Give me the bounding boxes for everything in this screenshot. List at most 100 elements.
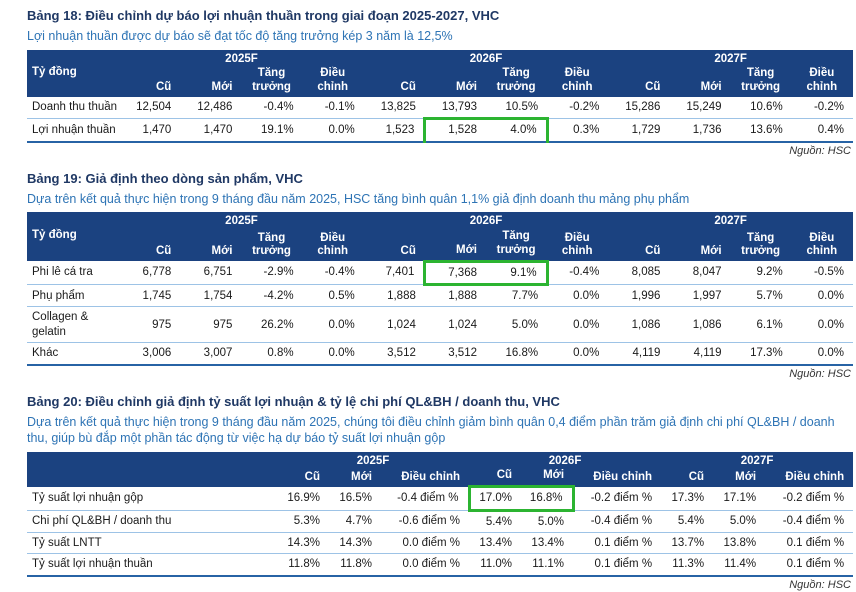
row-label-cell: Tỷ suất lợi nhuận thuần — [27, 553, 277, 577]
value-cell: 26.2% — [241, 306, 303, 344]
table-19-source: Nguồn: HSC — [789, 367, 851, 380]
value-cell: 11.1% — [521, 553, 574, 577]
value-cell: 975 — [119, 306, 181, 344]
column-header-cell: Cũ — [608, 66, 670, 97]
value-cell: 1,736 — [669, 118, 731, 143]
value-cell: 0.0% — [547, 306, 609, 344]
row-label-cell: Doanh thu thuần — [27, 96, 120, 120]
column-header-cell: Cũ — [119, 229, 181, 262]
value-cell: 6,778 — [119, 261, 181, 286]
value-cell: 3,007 — [180, 342, 242, 366]
row-label-cell: Phi lê cá tra — [27, 261, 120, 286]
value-cell: 13.4% — [521, 532, 574, 555]
year-header-cell: 2027F — [608, 212, 853, 230]
value-cell: -0.4 điểm % — [573, 510, 662, 533]
value-cell: 9.1% — [486, 259, 549, 287]
value-cell: 11.8% — [329, 553, 381, 577]
value-cell: 0.1 điểm % — [765, 553, 854, 577]
value-cell: 1,754 — [180, 284, 242, 308]
value-cell: 0.1 điểm % — [573, 532, 662, 555]
unit-header-cell — [27, 451, 277, 487]
column-header-cell: Điều chỉnh — [547, 66, 609, 97]
value-cell: 1,086 — [669, 306, 731, 344]
value-cell: 12,486 — [180, 96, 242, 120]
value-cell: 3,006 — [119, 342, 181, 366]
value-cell: 9.2% — [730, 261, 792, 286]
table-row: Phụ phẩm 1,745 1,754 -4.2% 0.5% 1,888 1,888 7.7… — [27, 284, 853, 308]
column-header-cell: Cũ — [119, 66, 181, 97]
column-header-cell: Cũ — [363, 66, 425, 97]
column-header-cell: Điều chỉnh — [791, 229, 853, 262]
table-row: Chi phí QL&BH / doanh thu 5.3% 4.7% -0.6 đi… — [27, 510, 854, 533]
value-cell: 17.0% — [467, 485, 522, 512]
column-header-cell: Điều chỉnh — [791, 66, 853, 97]
value-cell: -0.4% — [302, 261, 364, 286]
value-cell: 13.6% — [730, 118, 792, 143]
value-cell: 1,528 — [423, 117, 486, 143]
value-cell: 10.6% — [730, 96, 792, 120]
value-cell: -0.4% — [241, 96, 303, 120]
year-header-cell: 2026F — [469, 451, 662, 469]
value-cell: 6,751 — [180, 261, 242, 286]
value-cell: -0.5% — [791, 261, 853, 286]
column-header-cell: Tăng trưởng — [241, 66, 303, 97]
value-cell: 7,401 — [363, 261, 425, 286]
column-header-cell: Mới — [424, 66, 486, 97]
value-cell: 0.1 điểm % — [573, 553, 662, 577]
value-cell: 4.7% — [329, 510, 381, 533]
value-cell: -0.4 điểm % — [381, 486, 470, 511]
value-cell: -0.2 điểm % — [573, 486, 662, 511]
value-cell: 0.8% — [241, 342, 303, 366]
value-cell: 1,745 — [119, 284, 181, 308]
value-cell: 1,997 — [669, 284, 731, 308]
value-cell: 4.0% — [486, 117, 549, 143]
value-cell: 0.0% — [547, 342, 609, 366]
value-cell: 13.4% — [469, 532, 522, 555]
column-header-cell: Điều chỉnh — [547, 229, 609, 262]
table-20-margin-assumptions: 2025F 2026F 2027F Cũ Mới Điều chỉnh Cũ Mới Điều … — [27, 451, 854, 577]
column-header-cell: Mới — [180, 229, 242, 262]
column-header-cell: Điều chỉnh — [381, 468, 470, 487]
value-cell: 6.1% — [730, 306, 792, 344]
column-header-cell: Tăng trưởng — [730, 66, 792, 97]
section-bang-20: Bảng 20: Điều chỉnh giả định tỷ suất lợi… — [27, 394, 854, 592]
value-cell: 13.7% — [661, 532, 714, 555]
table-20-source: Nguồn: HSC — [789, 578, 851, 591]
value-cell: 1,523 — [363, 118, 425, 143]
value-cell: 0.0% — [302, 342, 364, 366]
value-cell: 0.1 điểm % — [765, 532, 854, 555]
value-cell: 11.4% — [713, 553, 766, 577]
value-cell: 16.5% — [329, 486, 381, 511]
value-cell: 5.7% — [730, 284, 792, 308]
table-row: Tỷ suất lợi nhuận thuần 11.8% 11.8% 0.0 điể… — [27, 553, 854, 577]
table-19-product-assumptions: Tỷ đồng 2025F 2026F 2027F Cũ Mới Tăng trưởng Đi… — [27, 212, 853, 366]
year-header-cell: 2025F — [119, 49, 364, 67]
value-cell: 13,793 — [424, 96, 486, 120]
column-header-cell: Cũ — [661, 468, 714, 487]
value-cell: 11.0% — [469, 553, 522, 577]
row-label-cell: Chi phí QL&BH / doanh thu — [27, 510, 277, 533]
value-cell: 12,504 — [119, 96, 181, 120]
column-header-cell: Tăng trưởng — [241, 229, 303, 262]
value-cell: 15,286 — [608, 96, 670, 120]
section-bang-19: Bảng 19: Giả định theo dòng sản phẩm, VH… — [27, 171, 853, 381]
value-cell: 5.4% — [469, 510, 522, 533]
unit-header-cell: Tỷ đồng — [27, 212, 120, 262]
column-header-cell: Mới — [669, 229, 731, 262]
value-cell: 14.3% — [329, 532, 381, 555]
column-header-cell: Cũ — [363, 229, 425, 262]
column-header-cell: Tăng trưởng — [486, 66, 548, 97]
value-cell: 5.4% — [661, 510, 714, 533]
value-cell: 4,119 — [669, 342, 731, 366]
value-cell: 15,249 — [669, 96, 731, 120]
column-header-cell: Điều chỉnh — [302, 66, 364, 97]
value-cell: 3,512 — [363, 342, 425, 366]
value-cell: 1,024 — [363, 306, 425, 344]
value-cell: 975 — [180, 306, 242, 344]
value-cell: -0.6 điểm % — [381, 510, 470, 533]
column-header-cell: Tăng trưởng — [486, 229, 548, 262]
value-cell: 1,470 — [180, 118, 242, 143]
value-cell: 3,512 — [424, 342, 486, 366]
table-row: Tỷ suất LNTT 14.3% 14.3% 0.0 điểm % 13.4% 13.… — [27, 532, 854, 555]
value-cell: 17.3% — [730, 342, 792, 366]
